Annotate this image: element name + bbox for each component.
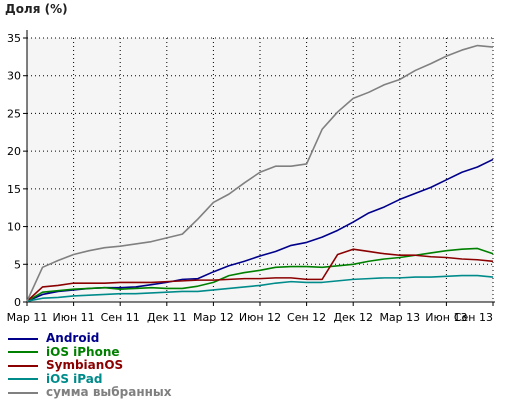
x-tick-label: Сен 13 [454, 311, 493, 324]
x-tick-label: Дек 11 [147, 311, 187, 324]
legend-label: iOS iPhone [46, 344, 120, 359]
legend-swatch [8, 391, 38, 394]
y-tick-label: 5 [14, 258, 21, 271]
legend-label: SymbianOS [46, 358, 124, 373]
y-tick-label: 10 [7, 221, 21, 234]
y-tick-label: 30 [7, 70, 21, 83]
y-ticks: 0 5 10 15 20 25 30 35 [7, 32, 27, 309]
legend-swatch [8, 378, 38, 381]
series-line-ios-ipad [26, 274, 494, 303]
legend-swatch [8, 337, 38, 340]
x-tick-label: Дек 12 [333, 311, 373, 324]
series-line-сумма-выбранных [26, 44, 494, 302]
x-tick-label: Июн 11 [53, 311, 95, 324]
legend-item[interactable]: iOS iPad [8, 371, 172, 387]
legend-swatch [8, 351, 38, 354]
y-tick-label: 20 [7, 145, 21, 158]
legend-label: iOS iPad [46, 371, 103, 386]
x-tick-label: Мар 11 [7, 311, 48, 324]
legend-swatch [8, 364, 38, 367]
y-tick-label: 0 [14, 296, 21, 309]
y-tick-label: 25 [7, 107, 21, 120]
x-tick-label: Июн 12 [239, 311, 281, 324]
legend-label: Android [46, 331, 100, 346]
x-tick-label: Июн 13 [425, 311, 467, 324]
y-tick-label: 35 [7, 32, 21, 45]
line-chart: Доля (%) 0 5 10 15 20 25 30 35 Мар 11 Июн 11 Сен … [5, 2, 495, 324]
legend-item[interactable]: сумма выбранных [8, 386, 172, 400]
legend-label: сумма выбранных [46, 385, 172, 400]
x-tick-label: Мар 13 [379, 311, 420, 324]
legend-item[interactable]: SymbianOS [8, 359, 172, 373]
x-tick-label: Сен 11 [101, 311, 140, 324]
y-tick-label: 15 [7, 183, 21, 196]
legend-item[interactable]: iOS iPhone [8, 344, 172, 360]
x-tick-label: Мар 12 [193, 311, 234, 324]
grid-lines [27, 37, 494, 302]
y-axis-title: Доля (%) [5, 2, 68, 16]
x-tick-label: Сен 12 [287, 311, 326, 324]
series-line-symbianos [26, 248, 494, 302]
x-ticks: Мар 11 Июн 11 Сен 11 Дек 11 Мар 12 Июн 12 Сен … [7, 302, 494, 324]
series-lines [26, 44, 494, 303]
legend-item[interactable]: Android [8, 332, 172, 346]
legend: Android iOS iPhone SymbianOS iOS iPad сумма … [8, 332, 172, 400]
